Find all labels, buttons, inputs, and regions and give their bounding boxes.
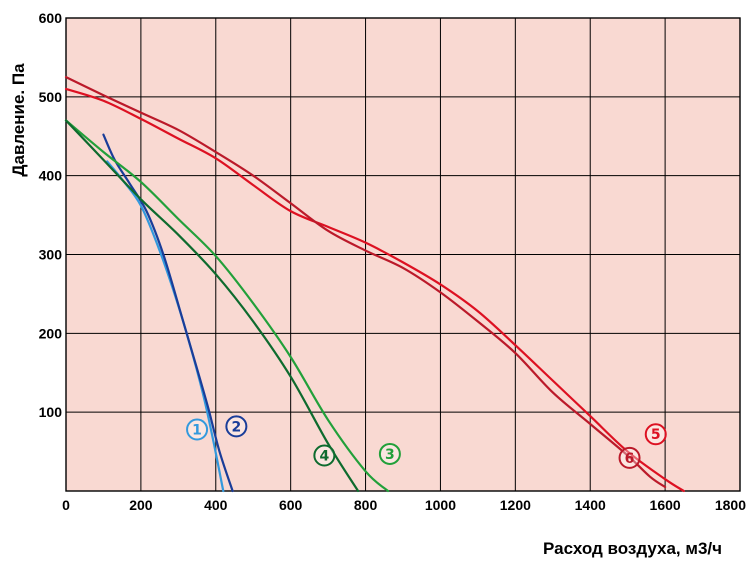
curve-label-6: 6 (618, 446, 641, 469)
y-axis-title: Давление. Па (9, 63, 28, 177)
curve-label-circle (618, 446, 641, 469)
curve-label-circle (186, 418, 209, 441)
y-tick-label: 400 (39, 168, 63, 184)
series-line-4 (64, 119, 360, 493)
x-tick-label: 600 (279, 497, 303, 513)
curve-label-number: 1 (192, 423, 202, 439)
curve-label-number: 3 (385, 447, 395, 463)
curve-label-circle (225, 415, 248, 438)
x-axis-title: Расход воздуха, м3/ч (543, 539, 722, 558)
x-tick-label: 1000 (425, 497, 456, 513)
x-tick-label: 1400 (575, 497, 606, 513)
grid (65, 17, 741, 492)
curve-label-number: 6 (625, 451, 635, 467)
y-tick-label: 200 (39, 325, 63, 341)
series-line-2 (102, 133, 234, 493)
x-tick-label: 800 (354, 497, 378, 513)
x-tick-label: 1800 (715, 497, 746, 513)
x-tick-label: 0 (62, 497, 70, 513)
curve-label-4: 4 (313, 444, 336, 467)
curve-label-circle (378, 442, 401, 465)
y-axis-ticks: 100 200 300 400 500 600 (39, 10, 63, 420)
curve-label-number: 4 (319, 449, 329, 465)
x-axis-ticks: 0 200 400 600 800 1000 1200 1400 1600 1800 (62, 497, 746, 513)
curve-labels: 1 2 3 4 56 (186, 415, 667, 469)
curve-label-number: 2 (231, 419, 241, 435)
series-line-3 (64, 119, 390, 493)
curve-label-2: 2 (225, 415, 248, 438)
x-tick-label: 400 (204, 497, 228, 513)
curve-label-5: 5 (644, 423, 667, 446)
y-tick-label: 600 (39, 10, 63, 26)
x-tick-label: 200 (129, 497, 153, 513)
series-line-5 (64, 87, 685, 493)
series-layer (64, 76, 685, 493)
curve-label-1: 1 (186, 418, 209, 441)
curve-label-circle (644, 423, 667, 446)
curve-label-circle (313, 444, 336, 467)
curve-label-number: 5 (651, 427, 661, 443)
y-tick-label: 100 (39, 404, 63, 420)
curve-label-3: 3 (378, 442, 401, 465)
y-tick-label: 300 (39, 247, 63, 263)
x-tick-label: 1600 (650, 497, 681, 513)
x-tick-label: 1200 (500, 497, 531, 513)
series-line-6 (64, 76, 667, 489)
y-tick-label: 500 (39, 89, 63, 105)
